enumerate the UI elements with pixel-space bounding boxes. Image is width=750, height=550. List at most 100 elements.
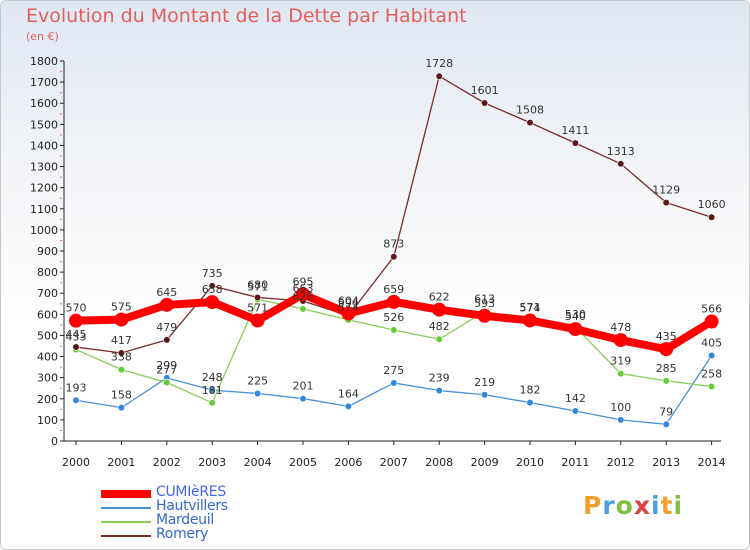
legend-label: Romery — [156, 526, 209, 542]
data-point — [344, 402, 353, 410]
data-label: 594 — [338, 297, 359, 310]
y-tick-label: 800 — [37, 266, 58, 279]
data-point — [250, 313, 265, 328]
data-point — [571, 139, 580, 147]
data-label: 445 — [66, 328, 87, 341]
data-label: 79 — [659, 405, 673, 418]
data-label: 479 — [156, 321, 177, 334]
data-point — [613, 333, 628, 348]
data-label: 1601 — [471, 84, 499, 97]
data-point — [254, 293, 262, 302]
y-tick-label: 700 — [37, 287, 58, 300]
data-label: 478 — [610, 321, 631, 334]
data-label: 338 — [111, 351, 132, 364]
data-label: 258 — [701, 368, 722, 381]
x-tick-label: 2013 — [652, 456, 680, 469]
data-label: 1411 — [561, 124, 589, 137]
data-point — [390, 326, 398, 334]
x-tick-label: 2011 — [561, 456, 589, 469]
data-label: 530 — [565, 308, 586, 321]
logo-letter: o — [615, 491, 634, 520]
data-label: 158 — [111, 389, 132, 402]
data-point — [72, 396, 80, 404]
data-label: 571 — [247, 280, 268, 293]
data-label: 248 — [202, 371, 223, 384]
data-point — [114, 312, 129, 327]
data-point — [205, 295, 220, 310]
data-point — [435, 386, 443, 395]
data-label: 570 — [66, 302, 87, 315]
data-point — [390, 253, 398, 261]
data-label: 239 — [429, 372, 450, 385]
legend-label: Mardeuil — [156, 512, 214, 528]
data-point — [662, 199, 670, 207]
data-label: 193 — [66, 381, 87, 394]
data-label: 571 — [247, 301, 268, 314]
data-point — [254, 389, 262, 398]
x-tick-label: 2008 — [425, 456, 453, 469]
y-tick-label: 200 — [37, 393, 58, 406]
data-point — [386, 294, 401, 309]
data-point — [299, 394, 307, 403]
data-label: 433 — [66, 331, 87, 344]
data-label: 181 — [202, 384, 223, 397]
data-point — [523, 313, 537, 328]
data-point — [117, 366, 125, 374]
legend-swatch — [101, 535, 151, 537]
data-label: 540 — [565, 310, 586, 323]
data-label: 695 — [293, 275, 314, 288]
data-point — [159, 297, 174, 312]
data-point — [341, 306, 356, 321]
y-tick-label: 1300 — [30, 161, 58, 174]
legend-label: Hautvillers — [156, 498, 228, 514]
x-tick-label: 2010 — [516, 456, 544, 469]
logo-letter: r — [602, 491, 616, 520]
data-label: 575 — [111, 301, 132, 314]
data-point — [69, 313, 83, 328]
data-point — [299, 305, 307, 313]
data-label: 658 — [202, 283, 223, 296]
legend-swatch — [101, 507, 151, 509]
data-label: 626 — [293, 290, 314, 303]
data-label: 1728 — [425, 57, 453, 70]
data-point — [390, 379, 398, 387]
series-1 — [72, 351, 716, 428]
logo-letter: i — [673, 491, 684, 520]
x-tick-label: 2007 — [380, 456, 408, 469]
data-point — [163, 336, 171, 344]
data-point — [662, 377, 670, 385]
x-tick-label: 2012 — [607, 456, 635, 469]
data-label: 164 — [338, 387, 359, 400]
data-point — [432, 302, 447, 317]
data-point — [704, 314, 719, 329]
logo-letter: t — [660, 491, 674, 520]
data-label: 277 — [156, 364, 177, 377]
data-point — [617, 416, 625, 424]
x-tick-label: 2001 — [107, 456, 135, 469]
data-label: 285 — [656, 362, 677, 375]
legend-swatch — [101, 521, 151, 523]
legend-label: CUMIèRES — [156, 484, 226, 500]
data-label: 201 — [293, 380, 314, 393]
data-label: 613 — [474, 293, 495, 306]
y-tick-label: 0 — [51, 435, 58, 448]
data-label: 435 — [656, 330, 677, 343]
data-point — [568, 322, 583, 337]
data-point — [481, 391, 489, 399]
data-label: 405 — [701, 337, 722, 350]
legend-swatch — [101, 490, 151, 498]
data-point — [296, 287, 310, 302]
data-label: 645 — [156, 286, 177, 299]
data-label: 735 — [202, 267, 223, 280]
y-tick-label: 400 — [37, 351, 58, 364]
data-label: 663 — [293, 282, 314, 295]
data-point — [707, 351, 716, 360]
data-point — [659, 342, 674, 357]
data-point — [477, 308, 492, 323]
data-point — [526, 119, 534, 127]
data-point — [662, 420, 670, 428]
y-tick-label: 300 — [37, 372, 58, 385]
data-label: 100 — [610, 401, 631, 414]
x-tick-label: 2004 — [244, 456, 272, 469]
data-label: 1129 — [652, 184, 680, 197]
